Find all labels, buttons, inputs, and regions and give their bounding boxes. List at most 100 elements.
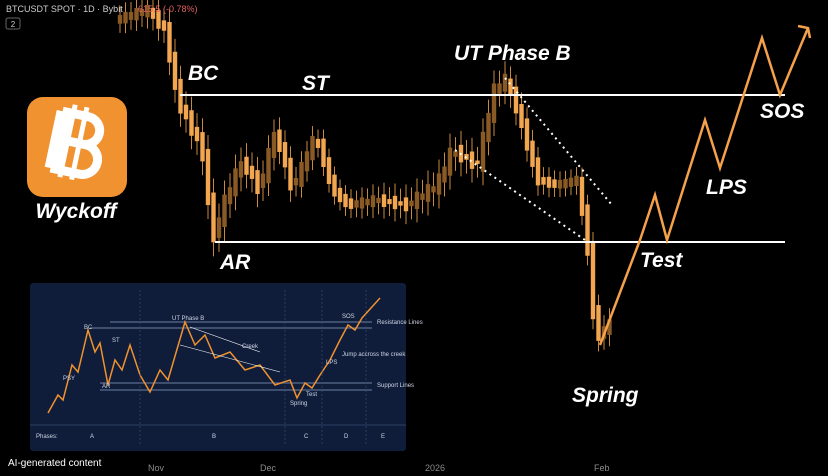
projection-path [598,27,810,346]
candle-body [233,168,238,197]
label: SOS [760,100,804,123]
inset-label: BC [84,325,93,331]
footer: AI-generated content [8,458,102,469]
label: AR [219,251,251,274]
candle-body [211,192,216,243]
candle-body [491,83,497,123]
candle-body [370,195,376,208]
candle-body [508,78,513,96]
candle-body [409,200,414,207]
candle-body [304,151,310,172]
label: BC [188,62,219,85]
candle-body [546,176,552,188]
inset-label: LPS [326,360,337,366]
label: LPS [706,176,747,199]
candle-body [398,201,403,206]
candle-body [123,11,128,24]
candle-body [134,8,139,21]
inset-label: Creek [242,344,259,350]
candle-body [513,86,519,114]
candle-body [436,173,442,195]
inset-label: UT Phase B [172,316,204,322]
arrow-head [797,24,812,39]
candle-body [365,198,370,206]
trend-line [504,77,613,206]
candle-body [381,194,387,207]
candle-body [596,305,601,341]
inset-label: ST [112,338,120,344]
candle-body [387,199,392,205]
candle-body [541,177,546,185]
candle-body [205,148,211,206]
inset-creek [179,344,281,373]
candle-body [337,187,343,203]
label: ST [302,72,331,95]
candle-body [486,112,491,143]
x-axis-label: Dec [260,463,277,473]
candle-body [167,22,172,63]
candles [117,0,612,352]
candle-body [480,131,486,172]
candle-body [189,110,194,136]
candle-body [557,179,563,189]
candle-body [359,197,365,209]
candle-body [288,157,293,191]
label: Spring [572,384,639,407]
x-axis-label: 2026 [425,463,445,473]
brand: Wyckoff [36,200,119,223]
candle-body [227,187,233,205]
candle-body [156,10,161,29]
badge [5,17,21,30]
candle-body [431,186,436,193]
inset-label: Resistance Lines [377,320,423,326]
inset-label: PSY [63,376,75,382]
candle-body [222,194,227,227]
candle-body [271,131,277,159]
candle-body [161,20,167,31]
candle-body [497,83,502,94]
candle-body [469,151,475,169]
candle-body [332,174,337,197]
candle-body [524,118,530,151]
candle-body [403,197,409,212]
phase-letter: E [381,434,385,440]
candle-body [139,9,145,16]
candle-body [128,12,134,20]
candle-body [238,161,244,178]
candle-body [519,103,524,129]
candle-body [310,136,315,161]
candle-body [453,151,458,157]
candle-body [502,73,508,92]
x-axis-label: Feb [594,463,610,473]
label: UT Phase B [454,42,571,65]
inset-label: AR [102,384,111,390]
candle-body [200,132,205,162]
bitcoin-glyph [44,104,105,181]
candle-body [321,138,326,168]
candle-body [299,161,304,187]
candle-body [145,4,150,18]
candle-body [442,166,447,183]
candle-body [326,157,332,185]
candle-body [315,138,321,148]
candle-body [563,178,568,189]
symbol: BTCUSDT SPOT · 1D · Bybit [6,4,123,14]
phase-letter: D [344,434,349,440]
candle-body [607,319,612,336]
candle-body [343,193,348,208]
candle-body [255,170,260,194]
x-axis-label: Nov [148,463,165,473]
candle-body [414,191,420,210]
candle-body [150,7,156,19]
badge-text: 2 [11,20,16,29]
inset-label: Jump accross the creek [342,352,406,358]
candle-body [392,195,398,210]
candle-body [585,204,590,256]
candle-body [282,142,288,168]
inset-label: Phases: [36,434,58,440]
trend-line [454,149,586,241]
candle-body [568,177,574,187]
inset-background [30,283,406,451]
phase-dividers: A B C D E [90,290,385,445]
